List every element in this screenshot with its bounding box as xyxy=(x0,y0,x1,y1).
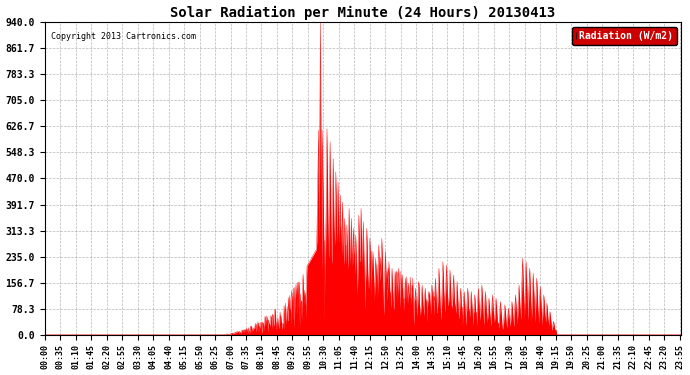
Text: Copyright 2013 Cartronics.com: Copyright 2013 Cartronics.com xyxy=(51,32,196,40)
Legend: Radiation (W/m2): Radiation (W/m2) xyxy=(572,27,677,45)
Title: Solar Radiation per Minute (24 Hours) 20130413: Solar Radiation per Minute (24 Hours) 20… xyxy=(170,6,555,20)
